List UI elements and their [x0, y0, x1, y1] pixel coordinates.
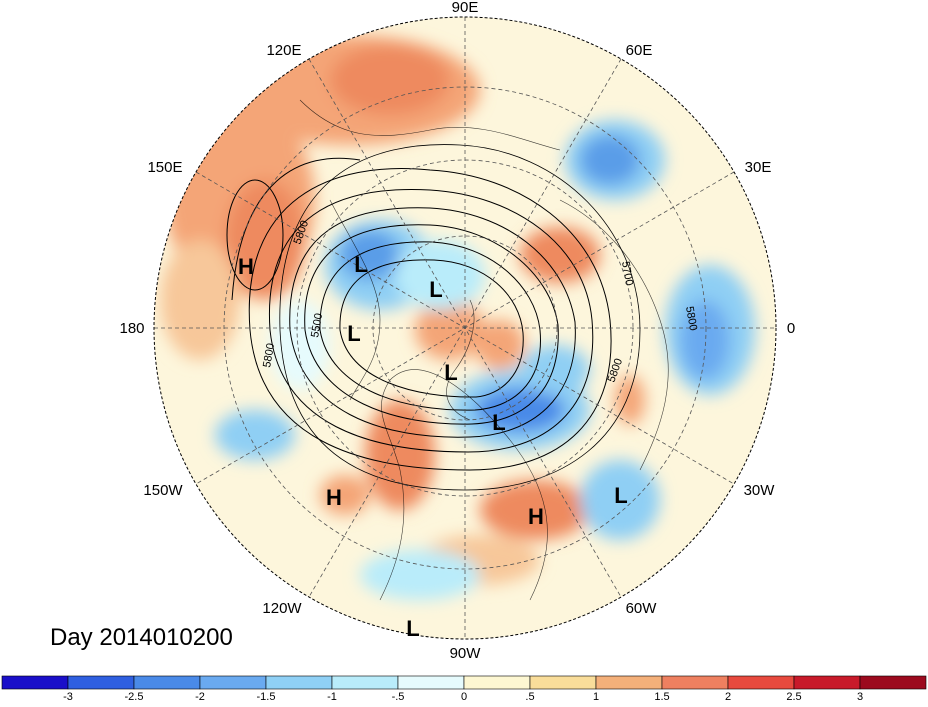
low-pressure-marker: L	[347, 321, 360, 346]
colorbar-swatch	[133, 675, 201, 690]
high-pressure-marker: H	[528, 504, 544, 529]
low-pressure-marker: L	[614, 483, 627, 508]
lon-label-150e: 150E	[147, 159, 182, 176]
low-pressure-marker: L	[492, 410, 505, 435]
map-boundary	[153, 16, 777, 640]
low-pressure-marker: L	[444, 360, 457, 385]
lon-label-90w: 90W	[450, 645, 482, 662]
colorbar-swatch	[265, 675, 333, 690]
lon-label-120w: 120W	[262, 600, 302, 617]
contour-label: 5500	[309, 312, 325, 338]
lon-label-90e: 90E	[452, 0, 479, 16]
lon-label-60e: 60E	[626, 42, 653, 59]
height-contours	[226, 144, 641, 491]
colorbar-swatch	[67, 675, 135, 690]
date-title: Day 2014010200	[50, 624, 233, 651]
colorbar-tick-label: 2	[725, 691, 731, 702]
lon-label-30w: 30W	[744, 482, 776, 499]
colorbar-swatch	[529, 675, 597, 690]
colorbar-tick-label: .5	[525, 691, 534, 702]
contour-label: 5700	[619, 260, 635, 286]
colorbar-tick-label: 0	[461, 691, 467, 702]
anomaly-field	[154, 17, 776, 639]
lon-label-60w: 60W	[626, 600, 658, 617]
colorbar-swatch	[1, 675, 69, 690]
contour-labels: 5800 5500 5800 5700 5800 5800	[261, 219, 699, 384]
lon-label-30e: 30E	[745, 159, 772, 176]
colorbar-swatch	[331, 675, 399, 690]
high-pressure-marker: H	[238, 254, 254, 279]
longitude-labels: 90E 60E 30E 0 30W 60W 90W 120W 150W 180 …	[119, 0, 795, 662]
contour-label: 5800	[683, 305, 699, 331]
lon-label-120e: 120E	[266, 42, 301, 59]
low-pressure-marker: L	[406, 616, 419, 641]
colorbar-tick-label: 2.5	[786, 691, 801, 702]
colorbar-swatch	[199, 675, 267, 690]
colorbar-swatch	[463, 675, 531, 690]
low-pressure-marker: L	[354, 252, 367, 277]
pressure-systems: H L L L L L L H H L	[238, 252, 628, 641]
colorbar-swatch	[727, 675, 795, 690]
lon-label-150w: 150W	[143, 482, 183, 499]
low-pressure-marker: L	[429, 277, 442, 302]
lon-label-180: 180	[119, 320, 144, 337]
colorbar-swatch	[595, 675, 663, 690]
colorbar: -3 -2.5 -2 -1.5 -1 -.5 0 .5 1 1.5 2 2.5 3	[1, 675, 927, 703]
colorbar-tick-label: -2.5	[125, 691, 144, 702]
colorbar-swatch	[661, 675, 729, 690]
colorbar-swatch	[793, 675, 861, 690]
colorbar-swatch	[859, 675, 927, 690]
colorbar-tick-label: -1.5	[257, 691, 276, 702]
colorbar-tick-label: -.5	[392, 691, 405, 702]
lon-label-0: 0	[787, 320, 795, 337]
colorbar-tick-label: -2	[195, 691, 205, 702]
colorbar-tick-label: -3	[63, 691, 73, 702]
high-pressure-marker: H	[326, 485, 342, 510]
colorbar-tick-label: 1	[593, 691, 599, 702]
contour-label: 5800	[261, 342, 277, 368]
colorbar-swatch	[397, 675, 465, 690]
coastlines	[299, 99, 669, 601]
colorbar-tick-label: 3	[857, 691, 863, 702]
graticule	[154, 17, 776, 639]
colorbar-tick-label: 1.5	[654, 691, 669, 702]
colorbar-tick-label: -1	[327, 691, 337, 702]
